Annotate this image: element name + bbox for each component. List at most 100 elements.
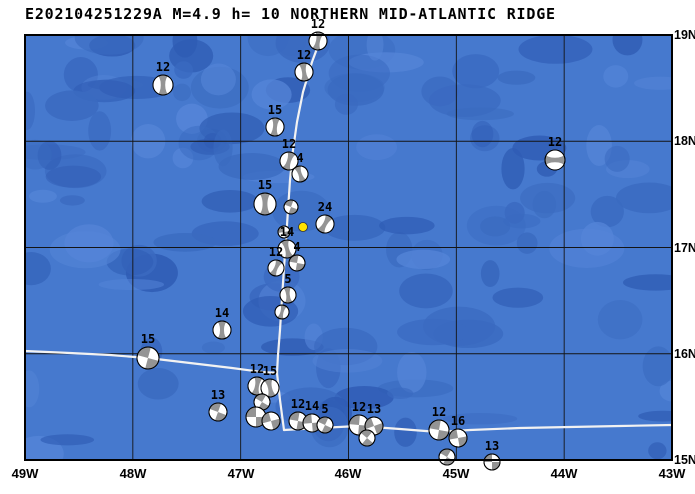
- beachball-label: 15: [268, 103, 282, 117]
- ocean-texture-blob: [172, 147, 194, 169]
- beachball-label: 15: [263, 364, 277, 378]
- beachball-symbol: [291, 165, 309, 183]
- plate-boundary-line: [23, 349, 279, 375]
- ocean-texture-blob: [275, 35, 306, 57]
- ocean-texture-blob: [218, 152, 286, 180]
- ocean-texture-blob: [25, 370, 40, 408]
- ocean-texture-blob: [638, 410, 672, 422]
- beachball-symbol: [294, 62, 314, 82]
- beachball-label: 13: [211, 388, 225, 402]
- beachball-label: 15: [258, 178, 272, 192]
- ocean-texture-blob: [622, 274, 672, 291]
- lon-label-46w: 46W: [335, 466, 362, 481]
- beachball-label: 14: [305, 399, 319, 413]
- ocean-texture-blob: [503, 213, 541, 229]
- ocean-texture-blob: [200, 63, 236, 96]
- beachball-symbol: [267, 258, 285, 278]
- beachball-symbol: [279, 151, 299, 171]
- event-epicenter-marker: [298, 222, 308, 232]
- beachball-label: 5: [284, 272, 291, 286]
- beachball-label: 12: [156, 60, 170, 74]
- ocean-texture-blob: [446, 107, 514, 121]
- lat-label-15n: 15N: [674, 453, 695, 467]
- ocean-texture-blob: [251, 79, 292, 110]
- plate-boundary-line: [275, 371, 286, 432]
- beachball-symbol: [316, 416, 334, 434]
- beachball-label: 12: [250, 362, 264, 376]
- beachball-label: 12: [352, 400, 366, 414]
- ocean-texture-blob: [597, 299, 643, 340]
- ocean-texture-blob: [518, 35, 593, 64]
- beachball-symbol: [277, 225, 291, 239]
- beachball-symbol: [358, 429, 376, 447]
- ocean-texture-blob: [659, 380, 672, 402]
- lon-label-43w: 43W: [659, 466, 686, 481]
- beachball-symbol: [279, 286, 297, 304]
- beachball-symbol: [544, 149, 566, 171]
- ocean-texture-blob: [25, 252, 51, 286]
- ocean-texture-blob: [64, 224, 114, 263]
- ocean-texture-blob: [314, 327, 378, 366]
- beachball-label: 13: [367, 402, 381, 416]
- beachball-symbol: [208, 402, 228, 422]
- ocean-texture-blob: [366, 35, 384, 61]
- ocean-texture-blob: [312, 349, 383, 373]
- ocean-texture-blob: [642, 346, 672, 387]
- beachball-symbol: [261, 411, 281, 431]
- ocean-texture-blob: [37, 140, 62, 170]
- ocean-texture-blob: [603, 65, 629, 88]
- ocean-texture-blob: [492, 287, 544, 308]
- ocean-texture-blob: [421, 76, 459, 107]
- ocean-texture-blob: [394, 417, 417, 447]
- ocean-texture-blob: [648, 442, 667, 460]
- ocean-texture-blob: [590, 195, 624, 228]
- ocean-texture-blob: [396, 249, 451, 270]
- ocean-texture-blob: [334, 386, 394, 410]
- ocean-texture-blob: [45, 90, 99, 121]
- ocean-texture-blob: [634, 76, 672, 90]
- lon-label-49w: 49W: [12, 466, 39, 481]
- ocean-texture-blob: [201, 341, 225, 354]
- ocean-texture-blob: [74, 35, 144, 55]
- beachball-symbol: [274, 304, 290, 320]
- beachball-label: 12: [282, 137, 296, 151]
- beachball-label: 12: [548, 135, 562, 149]
- beachball-symbol: [283, 199, 299, 215]
- beachball-label: 14: [280, 225, 294, 239]
- ocean-texture-blob: [501, 148, 525, 190]
- ocean-texture-blob: [399, 273, 453, 309]
- ocean-texture-blob: [397, 318, 469, 346]
- ocean-texture-blob: [356, 134, 398, 161]
- ocean-texture-blob: [471, 120, 494, 148]
- beachball-symbol: [136, 346, 160, 370]
- beachball-label: 24: [318, 200, 332, 214]
- beachball-label: 15: [141, 332, 155, 346]
- ocean-texture-blob: [604, 145, 630, 172]
- beachball-symbol: [152, 74, 174, 96]
- ocean-texture-blob: [516, 232, 538, 254]
- ocean-texture-blob: [45, 165, 102, 188]
- ocean-texture-blob: [466, 205, 526, 246]
- ocean-texture-blob: [28, 189, 57, 203]
- lon-label-45w: 45W: [443, 466, 470, 481]
- map-border: [24, 34, 673, 461]
- ocean-texture-blob: [174, 61, 193, 79]
- grid-lines: [25, 35, 672, 460]
- beachball-label: 12: [432, 405, 446, 419]
- beachball-symbol: [314, 213, 336, 235]
- beachball-symbol: [348, 414, 370, 436]
- beachball-label: 12: [269, 245, 283, 259]
- beachball-label: 12: [291, 397, 305, 411]
- beachball-symbol: [288, 254, 306, 272]
- lon-label-48w: 48W: [120, 466, 147, 481]
- beachball-label: 12: [297, 48, 311, 62]
- beachball-symbol: [253, 192, 277, 216]
- ocean-texture-blob: [137, 367, 179, 400]
- lon-label-47w: 47W: [228, 466, 255, 481]
- ocean-texture-blob: [616, 182, 672, 214]
- ocean-texture-blob: [334, 93, 358, 115]
- ocean-texture-blob: [397, 352, 427, 393]
